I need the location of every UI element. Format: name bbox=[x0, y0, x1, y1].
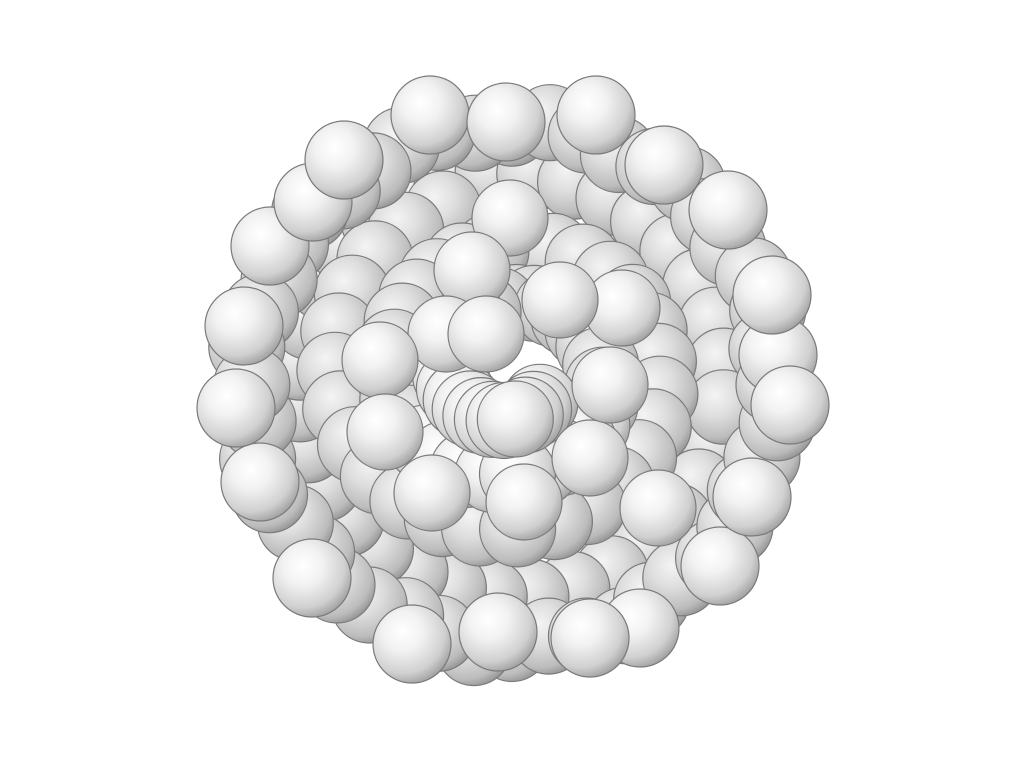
sphere bbox=[476, 380, 554, 458]
sphere bbox=[521, 261, 599, 339]
sphere bbox=[551, 419, 629, 497]
sphere bbox=[447, 295, 525, 373]
sphere bbox=[372, 604, 452, 684]
sphere bbox=[550, 598, 630, 678]
sphere bbox=[458, 592, 538, 672]
sphere bbox=[204, 286, 284, 366]
sphere bbox=[196, 368, 276, 448]
sphere bbox=[624, 125, 704, 205]
sphere bbox=[688, 170, 768, 250]
sphere bbox=[619, 469, 697, 547]
sphere bbox=[346, 393, 424, 471]
sphere-group bbox=[196, 75, 830, 687]
sphere bbox=[750, 365, 830, 445]
sphere bbox=[571, 346, 649, 424]
sphere bbox=[220, 442, 300, 522]
sphere bbox=[341, 321, 419, 399]
sphere bbox=[556, 75, 636, 155]
sphere bbox=[304, 120, 384, 200]
sphere bbox=[732, 255, 812, 335]
sphere bbox=[680, 526, 760, 606]
sphere bbox=[712, 457, 792, 537]
sphere bbox=[393, 454, 471, 532]
sphere bbox=[485, 463, 563, 541]
sphere bbox=[390, 75, 470, 155]
sphere bbox=[466, 82, 546, 162]
sphere bbox=[272, 538, 352, 618]
